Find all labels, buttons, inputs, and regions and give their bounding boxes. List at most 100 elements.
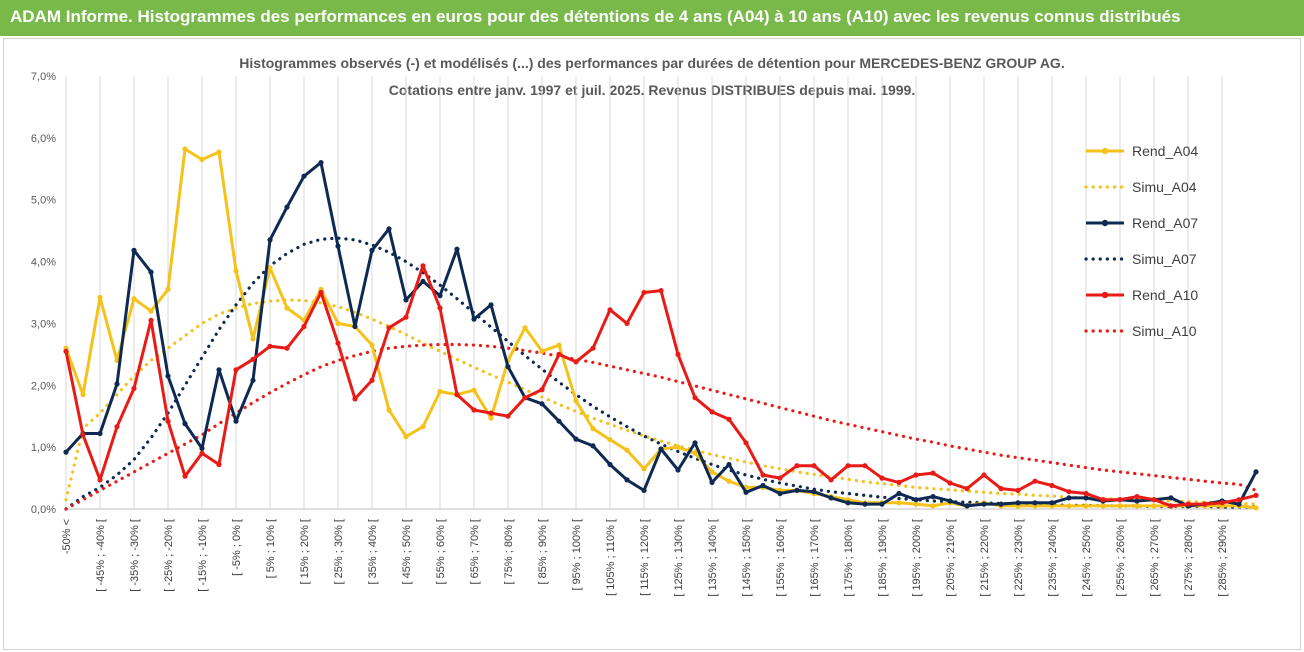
x-tick-label: [ 185% ; 190% [ — [877, 519, 889, 597]
x-axis: -50% < [ -45% ; -40% [[ -35% ; -30% [[ -2… — [61, 508, 1256, 597]
x-tick-label: [ 45% ; 50% [ — [401, 519, 413, 584]
data-point — [386, 226, 392, 232]
data-point — [675, 351, 681, 357]
data-point — [1202, 501, 1208, 507]
data-point — [437, 305, 443, 311]
plot-area — [63, 146, 1259, 511]
data-point — [760, 472, 766, 478]
data-point — [63, 449, 69, 455]
x-tick-label: [ 35% ; 40% [ — [367, 519, 379, 584]
y-tick-label: 7,0% — [31, 71, 56, 83]
data-point — [80, 432, 86, 438]
data-point — [488, 410, 494, 416]
data-point — [743, 489, 749, 495]
data-point — [199, 445, 205, 451]
legend-label: Rend_A10 — [1132, 287, 1198, 303]
data-point — [709, 409, 715, 415]
data-point — [301, 173, 307, 179]
data-point — [148, 317, 154, 323]
data-point — [675, 444, 681, 450]
data-point — [386, 325, 392, 331]
data-point — [981, 501, 987, 507]
data-point — [1134, 494, 1140, 500]
x-tick-label: [ -5% ; 0% [ — [231, 519, 243, 576]
data-point — [284, 345, 290, 351]
data-point — [573, 436, 579, 442]
data-point — [335, 243, 341, 249]
data-point — [896, 479, 902, 485]
data-point — [1151, 497, 1157, 503]
y-axis: 0,0% 1,0% 2,0% 3,0% 4,0% 5,0% 6,0% 7,0% — [31, 71, 56, 516]
x-tick-label: [ 285% ; 290% [ — [1217, 519, 1229, 597]
data-point — [233, 418, 239, 424]
data-point — [726, 461, 732, 468]
x-tick-label: [ 275% ; 280% [ — [1183, 519, 1195, 597]
data-point — [165, 286, 171, 292]
data-point — [335, 340, 341, 346]
data-point — [1219, 500, 1225, 506]
x-tick-label: [ 115% ; 120% [ — [639, 519, 651, 596]
data-point — [1134, 498, 1140, 504]
x-tick-label: [ 265% ; 270% [ — [1149, 519, 1161, 597]
line-chart: Histogrammes observés (-) et modélisés (… — [31, 55, 1259, 597]
x-tick-label: [ 145% ; 150% [ — [741, 519, 753, 597]
y-tick-label: 6,0% — [31, 133, 56, 145]
data-point — [794, 487, 800, 493]
series-line-simu_a07 — [64, 236, 1258, 511]
legend-label: Simu_A04 — [1132, 179, 1197, 195]
data-point — [488, 302, 494, 308]
data-point — [454, 392, 460, 398]
data-point — [964, 503, 970, 509]
x-tick-label: [ 135% ; 140% [ — [707, 519, 719, 597]
series-line-rend_a04 — [64, 147, 1257, 510]
data-point — [420, 424, 426, 430]
data-point — [539, 401, 545, 407]
data-point — [284, 305, 290, 311]
data-point — [250, 356, 256, 362]
data-point — [1083, 503, 1089, 509]
legend-entry: Simu_A04 — [1084, 179, 1197, 195]
data-point — [998, 486, 1004, 492]
data-point — [539, 348, 545, 354]
x-tick-label: [ 75% ; 80% [ — [503, 519, 515, 584]
data-point — [879, 501, 885, 507]
series-line-rend_a07 — [64, 161, 1258, 508]
x-tick-label: [ 225% ; 230% [ — [1013, 519, 1025, 597]
x-tick-label: [ 195% ; 200% [ — [911, 519, 923, 597]
data-point — [216, 461, 222, 468]
data-point — [709, 479, 715, 485]
legend-entry: Rend_A10 — [1086, 287, 1198, 303]
data-point — [1083, 495, 1089, 501]
legend-label: Simu_A10 — [1132, 323, 1197, 339]
data-point — [1049, 500, 1055, 506]
data-point — [862, 501, 868, 507]
data-point — [403, 314, 409, 320]
data-point — [641, 487, 647, 493]
data-point — [471, 407, 477, 413]
data-point — [1236, 501, 1242, 507]
data-point — [1134, 503, 1140, 509]
data-point — [352, 396, 358, 402]
data-point — [318, 289, 324, 296]
x-tick-label: [ 165% ; 170% [ — [809, 519, 821, 597]
data-point — [114, 357, 120, 364]
data-point — [641, 289, 647, 296]
y-tick-label: 5,0% — [31, 195, 56, 207]
legend: Rend_A04 Simu_A04 Rend_A07 Simu_A07 Rend_A10… — [1084, 143, 1198, 339]
data-point — [182, 473, 188, 479]
data-point — [199, 450, 205, 456]
chart-title: Histogrammes observés (-) et modélisés (… — [239, 55, 1064, 71]
data-point — [352, 323, 358, 330]
x-tick-label: [ 5% ; 10% [ — [265, 519, 277, 578]
data-point — [233, 367, 239, 373]
data-point — [624, 447, 630, 453]
data-point — [590, 443, 596, 449]
x-tick-label: [ 175% ; 180% [ — [843, 519, 855, 597]
data-point — [1066, 503, 1072, 509]
chart-area: Histogrammes observés (-) et modélisés (… — [3, 38, 1301, 650]
data-point — [335, 320, 341, 326]
banner: ADAM Informe. Histogrammes des performan… — [0, 0, 1304, 36]
legend-entry: Simu_A07 — [1084, 251, 1197, 267]
data-point — [1015, 500, 1021, 506]
data-point — [879, 475, 885, 481]
